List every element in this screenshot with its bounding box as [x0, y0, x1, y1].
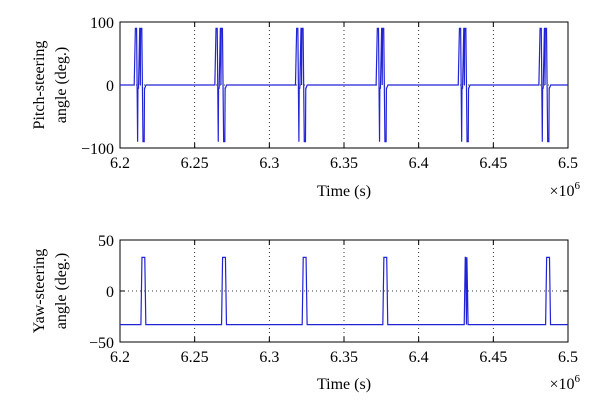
- yaw-xtick-label: 6.35: [330, 349, 358, 366]
- pitch-ylabel-line2: angle (deg.): [53, 47, 70, 123]
- pitch-ytick-label: 100: [90, 15, 114, 32]
- pitch-ytick-label: −100: [81, 141, 114, 158]
- pitch-ylabel-line1: Pitch-steering: [31, 41, 48, 130]
- yaw-ylabel-line1: Yaw-steering: [31, 249, 48, 334]
- yaw-xtick-label: 6.2: [110, 349, 130, 366]
- pitch-xtick-label: 6.45: [479, 155, 507, 172]
- pitch-x-multiplier: ×106: [549, 180, 580, 200]
- yaw-xtick-label: 6.45: [479, 349, 507, 366]
- yaw-xtick-label: 6.25: [181, 349, 209, 366]
- pitch-xtick-label: 6.2: [110, 155, 130, 172]
- pitch-ytick-label: 0: [106, 78, 114, 95]
- yaw-ytick-label: 0: [106, 284, 114, 301]
- yaw-ylabel-line2: angle (deg.): [53, 253, 70, 329]
- pitch-ticks: 6.2 6.25 6.3 6.35 6.4 6.45 6.5 −100 0 100: [81, 15, 578, 172]
- yaw-xtick-label: 6.3: [259, 349, 279, 366]
- yaw-ylabel: Yaw-steering angle (deg.): [31, 249, 70, 334]
- pitch-xtick-label: 6.3: [259, 155, 279, 172]
- pitch-xtick-label: 6.35: [330, 155, 358, 172]
- pitch-series-line: [120, 27, 568, 143]
- yaw-xlabel: Time (s): [317, 376, 371, 393]
- pitch-xtick-label: 6.25: [181, 155, 209, 172]
- yaw-panel: 6.2 6.25 6.3 6.35 6.4 6.45 6.5 −50 0 50 Yaw-steer…: [31, 233, 581, 393]
- yaw-ticks: 6.2 6.25 6.3 6.35 6.4 6.45 6.5 −50 0 50: [89, 233, 578, 366]
- yaw-x-multiplier: ×106: [549, 373, 580, 393]
- yaw-ytick-label: 50: [98, 233, 114, 250]
- pitch-xtick-label: 6.4: [409, 155, 429, 172]
- pitch-panel: 6.2 6.25 6.3 6.35 6.4 6.45 6.5 −100 0 100 Pitch-s…: [31, 15, 581, 200]
- yaw-xtick-label: 6.5: [558, 349, 578, 366]
- pitch-xlabel: Time (s): [317, 183, 371, 200]
- pitch-ylabel: Pitch-steering angle (deg.): [31, 41, 70, 130]
- yaw-xtick-label: 6.4: [409, 349, 429, 366]
- yaw-ytick-label: −50: [89, 335, 114, 352]
- pitch-xtick-label: 6.5: [558, 155, 578, 172]
- yaw-series-line: [120, 256, 568, 326]
